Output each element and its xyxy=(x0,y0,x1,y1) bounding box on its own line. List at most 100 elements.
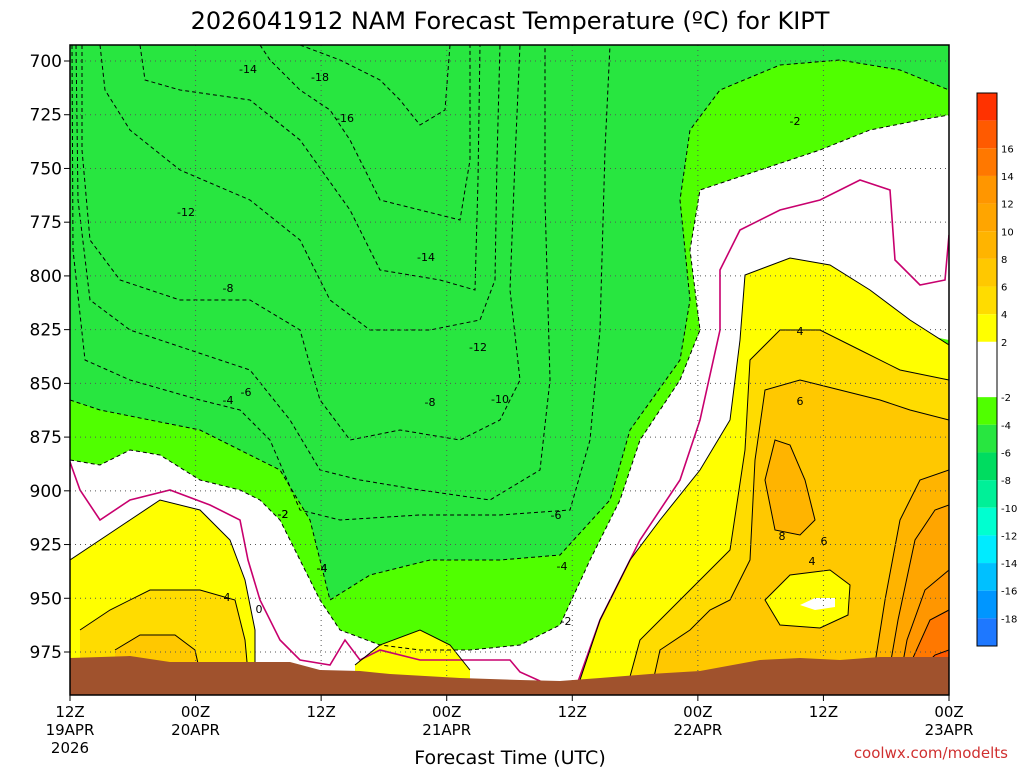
fill-band-plus-4-pocket xyxy=(765,570,850,628)
colorbar-tick-label: -4 xyxy=(1001,421,1011,432)
contour-plus-4-right xyxy=(624,329,949,695)
x-tick-hour: 00Z xyxy=(934,703,963,721)
colorbar-tick-label: 12 xyxy=(1001,200,1014,211)
contour-plus-2-left xyxy=(70,499,256,695)
contour-label: -4 xyxy=(317,562,328,575)
fill-band-zero xyxy=(70,115,949,695)
colorbar: 16 14 12 10 8 6 4 2 -2 -4 -6 -8 -10 -12 -14 -16 -18 xyxy=(976,92,1017,647)
colorbar-tick-label: 10 xyxy=(1001,227,1014,238)
plot-frame xyxy=(69,44,950,696)
contour-label: 4 xyxy=(797,325,804,338)
colorbar-swatch xyxy=(977,258,997,287)
y-tick-label: 750 xyxy=(30,159,62,179)
colorbar-tick-label: -10 xyxy=(1001,504,1017,515)
contour-labels: -14 -18 -16 -12 -8 -14 -12 -10 -8 -6 -4 -4 -2 -4 -6 -2 4… xyxy=(177,63,827,628)
chart-title: 2026041912 NAM Forecast Temperature (ºC)… xyxy=(191,7,830,35)
contour-label: -14 xyxy=(239,63,257,76)
colorbar-swatch xyxy=(977,175,997,204)
colorbar-tick-label: -14 xyxy=(1001,559,1017,570)
colorbar-swatch xyxy=(977,231,997,259)
x-tick-hour: 12Z xyxy=(809,703,838,721)
fill-band-minus-4 xyxy=(70,45,949,600)
colorbar-tick-label: 14 xyxy=(1001,172,1014,183)
negative-contours xyxy=(70,45,949,651)
plot-area: -14 -18 -16 -12 -8 -14 -12 -10 -8 -6 -4 -4 -2 -4 -6 -2 4… xyxy=(70,45,949,695)
contour-minus-2 xyxy=(70,114,949,651)
x-tick-date: 19APR xyxy=(46,721,95,739)
contour-minus-12 xyxy=(99,45,501,331)
colorbar-swatch xyxy=(977,148,997,176)
contour-label: -10 xyxy=(491,393,509,406)
contour-label: -18 xyxy=(311,71,329,84)
contour-label: -2 xyxy=(790,115,801,128)
colorbar-swatch xyxy=(977,397,997,425)
colorbar-swatch xyxy=(977,203,997,232)
y-tick-label: 800 xyxy=(30,267,62,287)
contour-minus-14 xyxy=(139,45,481,291)
contour-label: -2 xyxy=(561,615,572,628)
colorbar-tick-label: -12 xyxy=(1001,531,1017,542)
y-tick-label: 925 xyxy=(30,536,62,556)
colorbar-swatch xyxy=(977,590,997,619)
y-tick-label: 700 xyxy=(30,52,62,72)
colorbar-tick-label: 2 xyxy=(1001,338,1007,349)
colorbar-tick-label: -8 xyxy=(1001,476,1011,487)
credit-text: coolwx.com/modelts xyxy=(854,744,1008,762)
contour-label: -6 xyxy=(241,386,252,399)
colorbar-tick-label: 16 xyxy=(1001,144,1014,155)
contour-plus-6-right xyxy=(649,379,949,695)
x-tick-hour: 12Z xyxy=(55,703,84,721)
colorbar-swatch xyxy=(977,93,997,121)
y-tick-label: 875 xyxy=(30,428,62,448)
contour-plus-2-right xyxy=(574,257,949,695)
colorbar-frame xyxy=(976,92,998,647)
contour-minus-8 xyxy=(75,45,551,501)
x-tick-date: 22APR xyxy=(673,721,722,739)
contour-label: -16 xyxy=(336,112,354,125)
colorbar-swatch xyxy=(977,535,997,564)
contour-label: 4 xyxy=(809,555,816,568)
ground-surface xyxy=(70,656,949,695)
contour-plus-4-pocket xyxy=(764,569,851,629)
y-tick-label: 775 xyxy=(30,213,62,233)
y-tick-label: 975 xyxy=(30,643,62,663)
x-axis-label: Forecast Time (UTC) xyxy=(414,747,605,768)
x-tick-hour: 00Z xyxy=(683,703,712,721)
contour-minus-4 xyxy=(70,59,949,601)
contour-label: 8 xyxy=(779,530,786,543)
colorbar-tick-label: 8 xyxy=(1001,255,1007,266)
fill-band-plus-6-right xyxy=(650,380,949,695)
fill-band-zero-pocket xyxy=(800,598,835,610)
colorbar-swatch xyxy=(977,120,997,149)
y-tick-label: 825 xyxy=(30,321,62,341)
fill-band-plus-8-right xyxy=(765,440,815,535)
contour-plus-10-far-right xyxy=(884,504,949,695)
colorbar-tick-label: 6 xyxy=(1001,283,1007,294)
y-axis-ticks: 700 725 750 775 800 825 850 875 900 925 950 975 xyxy=(30,52,70,663)
y-tick-label: 900 xyxy=(30,482,62,502)
colorbar-swatch xyxy=(977,341,997,398)
contour-plus-2-middle xyxy=(354,629,471,671)
colorbar-tick-label: -18 xyxy=(1001,614,1017,625)
contour-label: -4 xyxy=(223,394,234,407)
colorbar-swatch xyxy=(977,618,997,646)
x-tick-hour: 12Z xyxy=(306,703,335,721)
colorbar-swatch xyxy=(977,424,997,453)
colorbar-swatch xyxy=(977,286,997,315)
contour-plus-8-far-right xyxy=(869,469,949,695)
contour-label: -6 xyxy=(551,509,562,522)
colorbar-tick-label: 4 xyxy=(1001,310,1007,321)
contour-label: 0 xyxy=(256,603,263,616)
contour-label: 6 xyxy=(821,535,828,548)
colorbar-tick-label: -2 xyxy=(1001,393,1011,404)
positive-contours xyxy=(70,257,949,695)
contour-label: -12 xyxy=(469,341,487,354)
contour-minus-18 xyxy=(299,45,451,126)
x-tick-hour: 12Z xyxy=(558,703,587,721)
y-tick-label: 725 xyxy=(30,106,62,126)
contour-label: -2 xyxy=(278,508,289,521)
x-tick-date: 23APR xyxy=(925,721,974,739)
contour-label: 6 xyxy=(797,395,804,408)
